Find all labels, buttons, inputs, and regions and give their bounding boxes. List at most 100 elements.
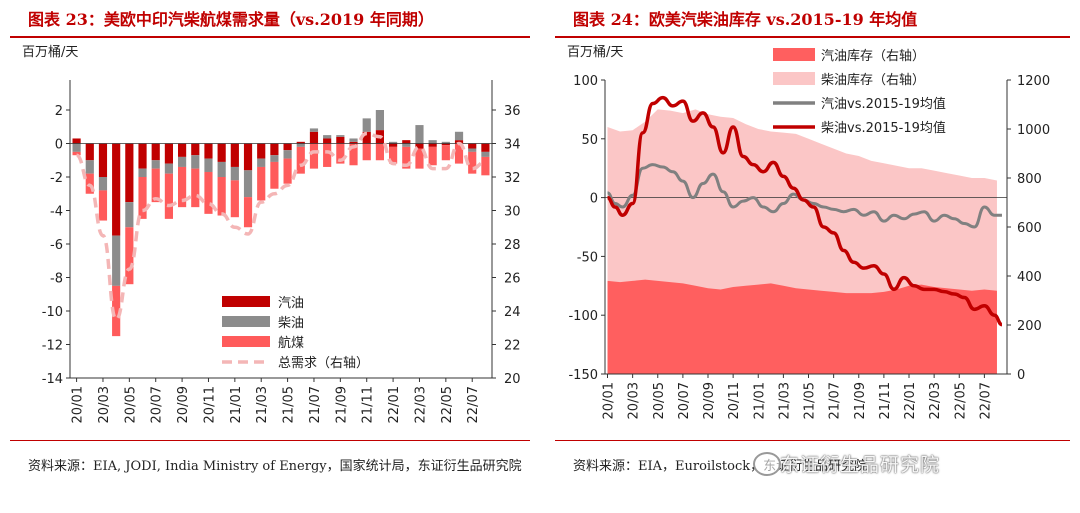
bar-柴油 [98,177,108,191]
bar-汽油 [415,143,424,149]
left-x-tick-label: 21/11 [361,386,376,423]
bar-柴油 [402,143,411,147]
right-y-tick-label: -150 [568,368,598,383]
bar-柴油 [72,143,81,152]
bar-汽油 [336,136,345,144]
legend-swatch [773,72,815,85]
right-x-tick-label: 20/07 [677,382,692,419]
bar-柴油 [454,131,464,141]
right-x-tick-label: 20/11 [727,382,742,419]
legend-label: 柴油库存（右轴） [821,72,925,88]
left-x-tick-label: 22/07 [466,386,481,423]
bar-柴油 [389,141,398,144]
bar-柴油 [257,158,266,167]
right-x-tick-label: 21/11 [878,382,893,419]
left-chart-source: 资料来源：EIA, JODI, India Ministry of Energy… [28,459,522,474]
bar-汽油 [389,143,398,147]
bar-柴油 [336,135,345,137]
bar-汽油 [230,143,239,167]
right-chart-svg: 百万桶/天 100 50 0 -50 -100 -150 1200 1000 800 600 400 2… [567,45,1050,419]
left-x-tick-label: 21/05 [282,386,297,423]
bar-航煤 [257,166,266,201]
right-y2-tick-label: 1200 [1017,74,1050,89]
right-y2-tick-label: 200 [1017,319,1042,334]
right-x-tick-label: 22/07 [978,382,993,419]
bar-航煤 [230,180,239,218]
left-y-tick-label: -8 [50,272,63,287]
left-y-tick-label: -10 [42,305,63,320]
right-y2-tick-label: 600 [1017,221,1042,236]
bar-汽油 [204,143,213,159]
bar-柴油 [441,141,450,144]
left-x-tick-label: 22/01 [387,386,402,423]
right-x-tick-label: 21/05 [803,382,818,419]
legend-label: 汽油vs.2015-19均值 [821,96,946,112]
bar-柴油 [178,156,187,167]
area-汽油库存（右轴） [607,279,997,374]
bar-柴油 [481,151,490,157]
left-y-tick-label: 2 [55,104,63,119]
bar-航煤 [428,146,437,166]
bar-航煤 [217,177,226,216]
right-x-tick-label: 20/05 [652,382,667,419]
bar-航煤 [296,146,305,174]
left-x-tick-label: 22/05 [440,386,455,423]
legend-swatch [222,336,270,347]
left-x-tick-label: 20/11 [202,386,217,423]
bar-柴油 [468,148,477,152]
bar-航煤 [151,168,160,203]
bar-柴油 [283,150,292,159]
bar-汽油 [217,143,226,162]
left-unit-label: 百万桶/天 [22,45,78,60]
bar-汽油 [270,143,279,156]
right-y-tick-label: 100 [573,74,598,89]
bar-航煤 [454,143,464,164]
bar-汽油 [112,143,121,236]
right-title-rule [555,36,1070,38]
bar-柴油 [191,155,200,169]
bar-柴油 [349,138,358,142]
bar-汽油 [243,143,253,171]
bar-柴油 [323,135,332,139]
bar-汽油 [402,140,411,144]
bar-汽油 [125,143,134,203]
left-y-tick-label: -4 [50,205,63,220]
right-x-tick-label: 21/03 [777,382,792,419]
bar-柴油 [362,118,371,132]
right-x-tick-label: 22/05 [953,382,968,419]
bar-航煤 [336,143,345,164]
bar-汽油 [296,141,305,144]
bar-柴油 [375,110,384,131]
legend-label: 汽油库存（右轴） [821,48,925,64]
right-y-tick-label: 50 [581,133,598,148]
bar-汽油 [428,143,437,147]
bar-汽油 [151,143,160,161]
left-y2-tick-label: 26 [504,272,521,287]
bar-柴油 [270,155,279,162]
bar-柴油 [296,143,305,147]
bar-汽油 [191,143,200,156]
bar-柴油 [164,163,173,174]
left-y-tick-label: 0 [55,138,63,153]
bar-航煤 [375,143,384,161]
left-x-tick-label: 21/07 [308,386,323,423]
bar-柴油 [112,235,121,286]
bar-汽油 [362,131,371,144]
bar-柴油 [151,160,160,169]
right-x-tick-label: 22/03 [928,382,943,419]
wechat-icon [753,452,781,476]
left-y2-tick-label: 28 [504,238,521,253]
right-chart-title: 图表 24：欧美汽柴油库存 vs.2015-19 年均值 [573,10,918,29]
bar-航煤 [441,145,450,161]
bar-柴油 [428,140,437,144]
right-y2-tick-label: 800 [1017,172,1042,187]
legend-label: 总需求（右轴） [278,356,369,371]
left-x-tick-label: 20/03 [97,386,112,423]
left-y2-tick-label: 22 [504,339,521,354]
left-source-rule [10,440,530,441]
bar-汽油 [481,143,490,152]
legend-swatch [773,48,815,61]
bar-航煤 [112,285,121,337]
bar-航煤 [125,227,134,285]
right-x-tick-label: 20/01 [602,382,617,419]
